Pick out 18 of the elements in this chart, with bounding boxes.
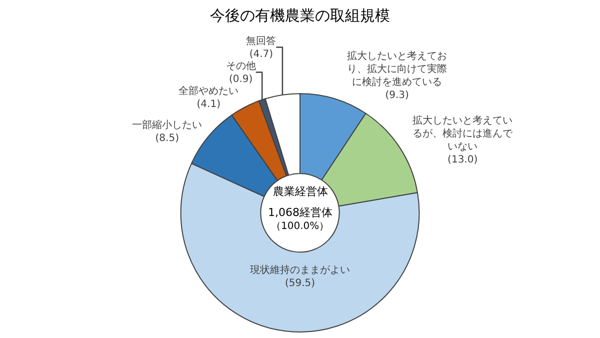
data-label: (4.7) [249, 48, 274, 60]
text: （100.0%） [271, 221, 330, 232]
data-label: (13.0) [448, 154, 478, 166]
slice-label: 現状維持のままがよい [250, 264, 350, 276]
data-label: (8.5) [155, 132, 180, 144]
data-label: (9.3) [385, 90, 410, 101]
text: 1,068経営体 [268, 206, 332, 219]
slice-label: 拡大したいと考えているが、検討には進んでいない [412, 114, 514, 153]
text: 農業経営体 [273, 185, 328, 198]
slice-label: その他 [226, 60, 256, 72]
chart-title: 今後の有機農業の取組規模 [210, 6, 390, 25]
data-label: (0.9) [228, 74, 253, 85]
slice-label: 全部やめたい [178, 84, 239, 97]
data-label: (59.5) [284, 278, 316, 289]
data-label: (4.1) [196, 98, 221, 110]
slice-label: 一部縮小したい [132, 118, 202, 131]
slice-label: 拡大したいと考えており、拡大に向けて実際に検討を進めている [347, 50, 448, 88]
slice-label: 無回答 [246, 34, 276, 47]
